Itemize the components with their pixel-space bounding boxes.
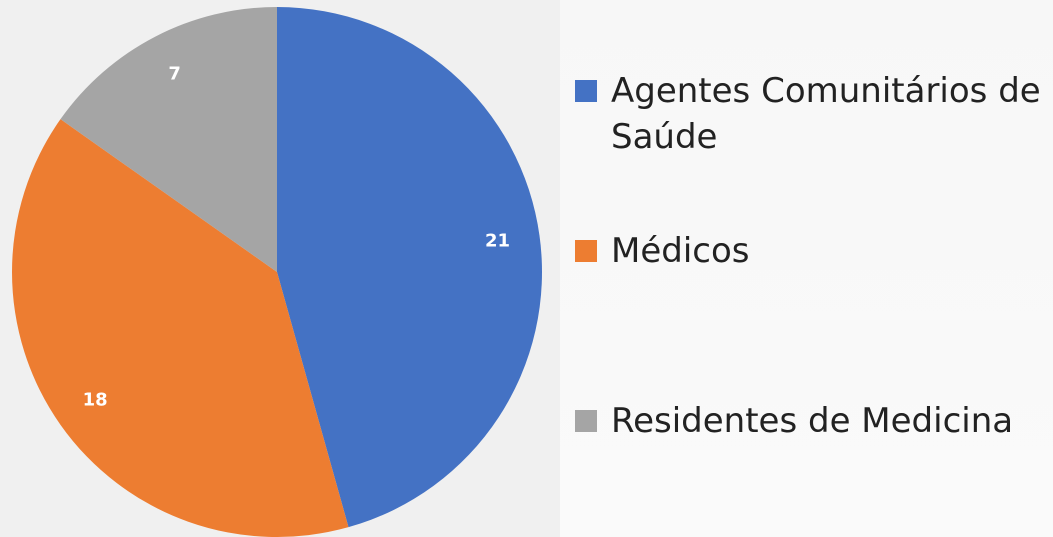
legend-label: Residentes de Medicina [611,401,1014,441]
legend-swatch [575,410,597,432]
legend-swatch [575,80,597,102]
legend-swatch [575,240,597,262]
slice-label: 7 [168,63,181,84]
legend-label: Médicos [611,231,750,271]
pie-slice [277,7,543,528]
legend-item: Médicos [575,228,1045,274]
legend-item: Agentes Comunitários de Saúde [575,68,1045,160]
chart: 21 18 7 [12,7,543,537]
pie-slice [12,119,349,537]
slice-label: 18 [83,389,108,410]
legend-panel [560,0,1053,537]
pie-slice [60,7,278,272]
slice-label: 21 [485,231,510,252]
legend-label: Agentes Comunitários de Saúde [611,71,1041,157]
legend-item: Residentes de Medicina [575,398,1045,444]
